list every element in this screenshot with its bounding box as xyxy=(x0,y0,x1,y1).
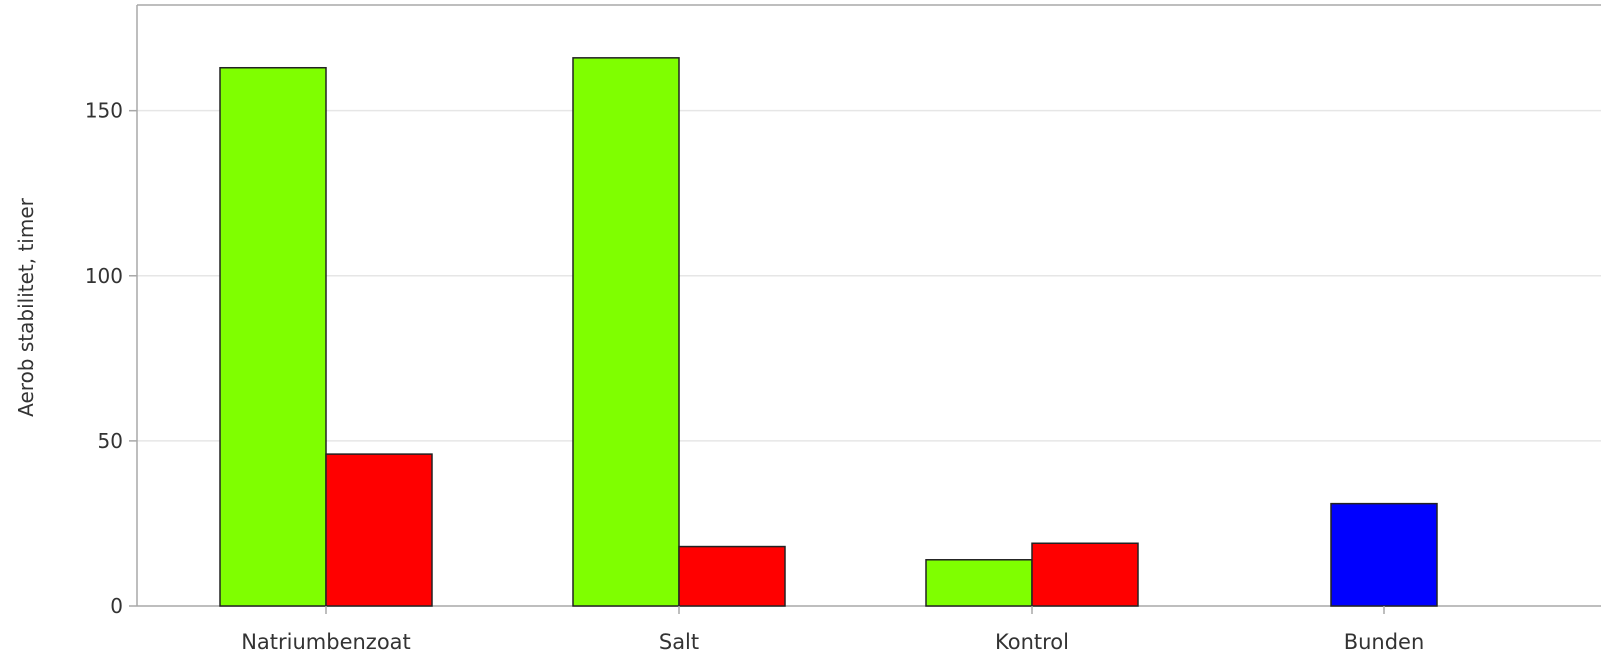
bar-salt-1 xyxy=(678,545,786,607)
bars xyxy=(219,57,1438,607)
x-tick-label: Kontrol xyxy=(995,630,1069,654)
bar-salt-0 xyxy=(572,57,680,607)
bar-bunden-center xyxy=(1330,502,1438,607)
x-tick-label: Bunden xyxy=(1344,630,1425,654)
y-tick-label: 0 xyxy=(110,594,123,618)
bar-natriumbenzoat-1 xyxy=(325,453,433,607)
x-axis-ticks: Natriumbenzoat Salt Kontrol Bunden xyxy=(241,606,1424,654)
y-tick-label: 100 xyxy=(85,264,123,288)
y-axis-title: Aerob stabilitet, timer xyxy=(14,197,38,416)
y-axis-ticks: 0 50 100 150 xyxy=(85,99,137,618)
y-tick-label: 50 xyxy=(98,429,123,453)
bar-natriumbenzoat-0 xyxy=(219,66,327,607)
x-tick-label: Salt xyxy=(659,630,699,654)
bar-kontrol-1 xyxy=(1031,542,1139,607)
y-tick-label: 150 xyxy=(85,99,123,123)
grid-lines xyxy=(137,109,1601,442)
bar-kontrol-0 xyxy=(925,559,1033,607)
x-tick-label: Natriumbenzoat xyxy=(241,630,411,654)
